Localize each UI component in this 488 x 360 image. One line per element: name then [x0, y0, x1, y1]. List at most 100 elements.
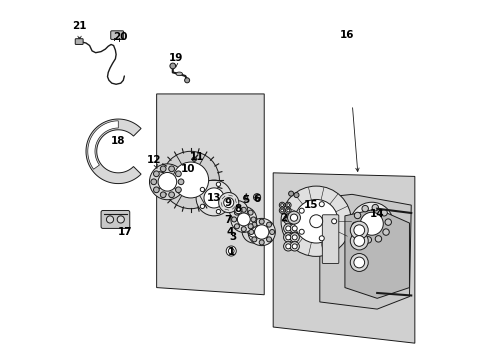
Circle shape	[153, 187, 159, 193]
Circle shape	[223, 198, 233, 208]
Text: 19: 19	[169, 53, 183, 63]
Polygon shape	[86, 119, 141, 184]
Circle shape	[184, 78, 189, 83]
Circle shape	[280, 209, 283, 212]
Circle shape	[269, 229, 274, 234]
Circle shape	[247, 225, 260, 237]
Circle shape	[169, 63, 175, 69]
Circle shape	[281, 186, 351, 256]
Circle shape	[285, 226, 290, 231]
Circle shape	[151, 179, 156, 185]
Text: 10: 10	[181, 164, 195, 174]
Polygon shape	[88, 121, 118, 169]
Text: 11: 11	[189, 152, 204, 162]
Circle shape	[153, 171, 159, 177]
Circle shape	[234, 224, 239, 229]
Circle shape	[289, 233, 299, 242]
Circle shape	[288, 191, 293, 196]
Circle shape	[178, 179, 183, 185]
Circle shape	[365, 237, 371, 243]
Circle shape	[299, 208, 304, 213]
Circle shape	[384, 219, 391, 225]
Circle shape	[216, 210, 220, 214]
Circle shape	[162, 151, 219, 209]
Circle shape	[192, 157, 196, 161]
FancyBboxPatch shape	[75, 39, 83, 44]
Circle shape	[106, 216, 113, 223]
Circle shape	[286, 209, 289, 212]
Circle shape	[248, 229, 253, 234]
Circle shape	[234, 210, 239, 215]
Circle shape	[353, 225, 364, 235]
Circle shape	[251, 222, 256, 227]
Circle shape	[241, 207, 246, 212]
Circle shape	[237, 213, 250, 226]
Circle shape	[294, 199, 337, 243]
Circle shape	[356, 231, 362, 238]
Text: 3: 3	[229, 232, 236, 242]
Circle shape	[349, 253, 367, 271]
Text: 4: 4	[226, 227, 233, 237]
Text: 16: 16	[339, 30, 353, 40]
Circle shape	[292, 235, 297, 240]
Circle shape	[196, 180, 231, 216]
Circle shape	[374, 236, 381, 242]
Circle shape	[349, 232, 367, 250]
FancyBboxPatch shape	[322, 215, 338, 264]
Text: 14: 14	[369, 209, 384, 219]
Text: 9: 9	[224, 198, 231, 208]
Circle shape	[293, 193, 298, 198]
Circle shape	[200, 187, 204, 192]
Circle shape	[228, 201, 247, 220]
Circle shape	[354, 212, 360, 219]
Circle shape	[292, 226, 297, 231]
Circle shape	[309, 215, 322, 228]
Circle shape	[287, 211, 300, 224]
Circle shape	[285, 217, 290, 222]
Text: 5: 5	[242, 195, 249, 205]
Circle shape	[259, 240, 264, 245]
Circle shape	[203, 188, 224, 208]
Circle shape	[251, 237, 256, 242]
FancyBboxPatch shape	[110, 31, 123, 40]
Circle shape	[289, 215, 299, 224]
Circle shape	[286, 204, 289, 207]
Circle shape	[117, 216, 124, 223]
Circle shape	[319, 236, 324, 241]
Circle shape	[289, 242, 299, 251]
Polygon shape	[273, 173, 414, 343]
Circle shape	[361, 206, 367, 212]
Circle shape	[234, 207, 242, 214]
Circle shape	[231, 217, 236, 222]
Text: 8: 8	[234, 204, 242, 215]
Circle shape	[266, 222, 271, 227]
Circle shape	[283, 215, 292, 224]
Polygon shape	[156, 94, 264, 295]
Circle shape	[283, 242, 292, 251]
Circle shape	[241, 226, 246, 231]
Circle shape	[175, 187, 181, 193]
Circle shape	[382, 229, 388, 235]
Circle shape	[292, 217, 297, 222]
Text: 6: 6	[253, 194, 260, 204]
Circle shape	[279, 202, 285, 208]
Circle shape	[279, 208, 285, 213]
Text: 12: 12	[146, 155, 161, 165]
Circle shape	[299, 229, 304, 234]
Circle shape	[149, 164, 185, 200]
Ellipse shape	[176, 72, 182, 76]
Circle shape	[160, 192, 166, 198]
Circle shape	[353, 235, 364, 246]
Polygon shape	[319, 194, 410, 309]
Circle shape	[216, 182, 220, 186]
Circle shape	[200, 204, 204, 208]
Circle shape	[351, 222, 358, 229]
Circle shape	[285, 208, 290, 213]
Text: 1: 1	[227, 247, 234, 257]
Circle shape	[283, 233, 292, 242]
Circle shape	[247, 224, 253, 229]
Text: 21: 21	[72, 21, 86, 31]
Circle shape	[259, 219, 264, 224]
Text: 18: 18	[111, 136, 125, 145]
Circle shape	[228, 248, 234, 254]
